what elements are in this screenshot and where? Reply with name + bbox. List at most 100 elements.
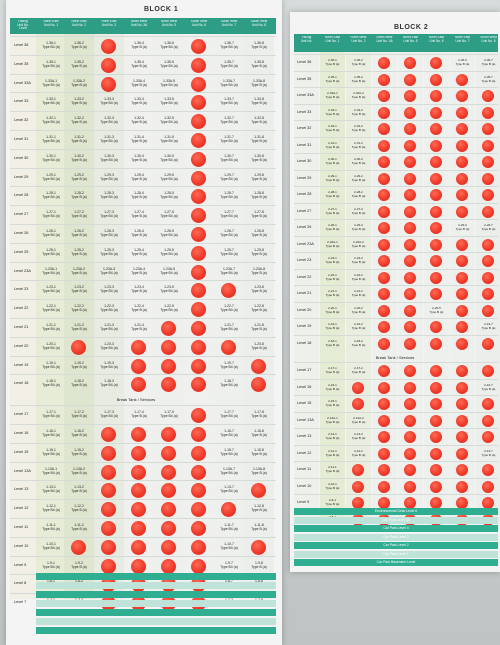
unit-type-label: 1-21-4 Type B (a): [131, 323, 147, 331]
unit-type-label: 1-19-3 Type B4 (a): [100, 360, 118, 369]
sold-unit-dot: [251, 539, 266, 555]
block1-level-label: Level 21: [14, 325, 29, 329]
sold-unit-dot: [191, 95, 206, 111]
unit-type-label: 1-13-7 Type B4 (a): [220, 485, 238, 494]
unit-type-label: 2-23A-1 Type B (a): [325, 239, 340, 248]
block1-column-shade: [10, 34, 36, 599]
block1-row-divider: [10, 374, 276, 376]
sold-unit-dot: [456, 123, 468, 135]
unit-type-label: 2-26-2 Type B (a): [351, 223, 366, 231]
unit-type-label: 1-22-1 Type B4 (a): [42, 304, 60, 313]
unit-type-label: 1-23A-3 Type B4 (a): [100, 266, 118, 275]
sold-unit-dot: [482, 414, 494, 427]
sold-unit-dot: [456, 414, 468, 427]
unit-type-label: 2-17-2 Type B (a): [351, 366, 366, 374]
sold-unit-dot: [378, 365, 390, 377]
sold-unit-dot: [456, 381, 468, 394]
podium-stripe: [294, 559, 498, 566]
sold-unit-dot: [191, 302, 206, 318]
unit-type-label: 2-23A-2 Type B (a): [351, 239, 366, 248]
unit-type-label: 1-17-4 Type B (a): [131, 410, 147, 419]
unit-type-label: 1-11-7 Type B4 (a): [220, 523, 238, 531]
block1-board: BLOCK 1 Facing Unit No. Level North East …: [6, 0, 282, 645]
sold-unit-dot: [101, 464, 116, 480]
sold-unit-dot: [482, 189, 494, 201]
block2-level-label: Level 9: [297, 500, 310, 504]
block1-column-shade: [36, 34, 66, 599]
unit-type-label: 1-29-2 Type B (a): [71, 172, 87, 181]
sold-unit-dot: [191, 264, 206, 280]
block1-row-divider: [10, 555, 276, 557]
unit-type-label: 2-30-1 Type B (a): [325, 157, 340, 165]
unit-type-label: 1-18-2 Type B (a): [71, 379, 87, 388]
sold-unit-dot: [191, 521, 206, 536]
block2-header-cell: North East Unit No. 7: [454, 36, 471, 43]
unit-type-label: 1-33-7 Type B4 (a): [220, 97, 238, 106]
podium-stripe: [294, 508, 498, 515]
sold-unit-dot: [404, 288, 416, 300]
block2-level-label: Level 31: [297, 142, 312, 147]
unit-type-label: 1-21-1 Type B4 (a): [42, 323, 60, 331]
sold-unit-dot: [430, 222, 442, 234]
sold-unit-dot: [161, 558, 176, 574]
unit-type-label: 1-12-1 Type B4 (a): [42, 504, 60, 513]
sold-unit-dot: [456, 304, 468, 317]
unit-type-label: 1-32-3 Type B4 (a): [100, 116, 118, 125]
unit-type-label: 1-22-5 Type B4 (a): [160, 304, 178, 313]
block1-row-divider: [10, 73, 276, 75]
sold-unit-dot: [378, 139, 390, 152]
podium-stripe: [294, 542, 498, 549]
sold-unit-dot: [378, 255, 390, 267]
unit-type-label: 1-31-3 Type B4 (a): [100, 135, 118, 143]
block1-level-label: Level 19: [14, 362, 29, 367]
block2-row-divider: [294, 153, 498, 154]
sold-unit-dot: [404, 497, 416, 509]
unit-type-label: 1-35-4 Type B (a): [131, 59, 147, 68]
unit-type-label: 1-27-1 Type B4 (a): [42, 210, 60, 219]
unit-type-label: 2-27-1 Type B (a): [325, 206, 340, 215]
unit-type-label: 1-29-4 Type B (a): [131, 172, 147, 181]
sold-unit-dot: [404, 398, 416, 410]
sold-unit-dot: [191, 227, 206, 242]
unit-type-label: 2-20-1 Type B (a): [325, 305, 340, 314]
unit-type-label: 1-23-3 Type B4 (a): [100, 285, 118, 294]
block1-level-label: Level 33A: [14, 80, 31, 85]
podium-stripe: [294, 516, 498, 524]
unit-type-label: 2-32-1 Type B (a): [325, 124, 340, 132]
unit-type-label: 2-9-1 Type B (a): [325, 498, 340, 506]
podium-label: Car Park Level 5A: [382, 517, 410, 522]
unit-type-label: 2-19-2 Type B (a): [351, 322, 366, 330]
sold-unit-dot: [430, 90, 442, 102]
unit-type-label: 2-35-7 Type B (a): [481, 74, 496, 83]
sold-unit-dot: [191, 208, 206, 224]
sold-unit-dot: [378, 398, 390, 410]
unit-type-label: 1-15-8 Type B (a): [251, 447, 267, 456]
sold-unit-dot: [191, 539, 206, 555]
block1-level-label: Level 12: [14, 506, 29, 511]
block1-row-divider: [10, 355, 276, 357]
block2-level-label: Level 32: [297, 126, 312, 130]
block1-level-label: Level 29: [14, 174, 29, 179]
sold-unit-dot: [482, 288, 494, 300]
sold-unit-dot: [456, 497, 468, 509]
sold-unit-dot: [251, 483, 266, 499]
sold-unit-dot: [161, 521, 176, 536]
sold-unit-dot: [131, 339, 146, 355]
unit-type-label: 1-33-8 Type B (a): [251, 97, 267, 106]
unit-type-label: 1-19-2 Type B (a): [71, 360, 87, 369]
sold-unit-dot: [430, 337, 442, 350]
unit-type-label: 1-31-7 Type B4 (a): [220, 135, 238, 143]
unit-type-label: 1-33A-2 Type B (a): [71, 78, 87, 87]
block1-row-divider: [10, 336, 276, 338]
sold-unit-dot: [404, 73, 416, 86]
block1-row-divider: [10, 261, 276, 263]
unit-type-label: 1-22-4 Type B (a): [131, 304, 147, 313]
block1-header-cell: South West Unit No. 6: [190, 20, 208, 27]
block2-row-divider: [294, 54, 498, 55]
sold-unit-dot: [404, 90, 416, 102]
unit-type-label: 1-26-4 Type B (a): [131, 229, 147, 237]
sold-unit-dot: [482, 271, 494, 284]
unit-type-label: 1-27-4 Type B (a): [131, 210, 147, 219]
unit-type-label: 2-30-2 Type B (a): [351, 157, 366, 165]
unit-type-label: 2-21-2 Type B (a): [351, 289, 366, 297]
